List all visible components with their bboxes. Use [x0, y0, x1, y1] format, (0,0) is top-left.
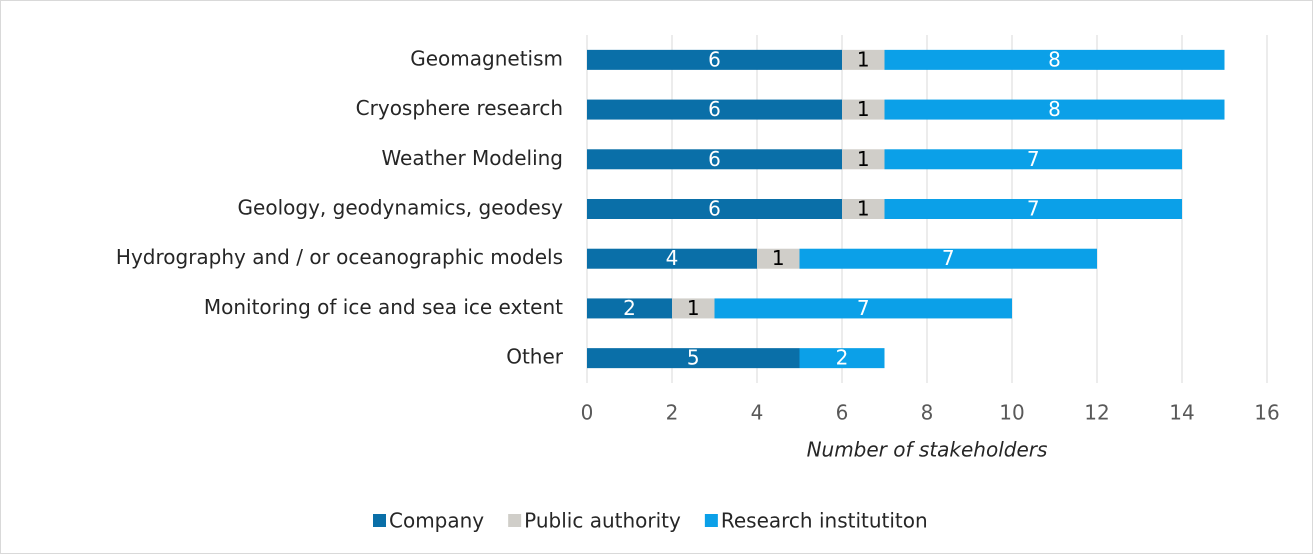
bar-segment — [799, 348, 885, 369]
value-label: 4 — [666, 246, 679, 270]
bar-segment — [587, 149, 842, 170]
y-tick-label: Geomagnetism — [410, 46, 563, 70]
bar-segment — [884, 99, 1225, 120]
value-label: 8 — [1048, 97, 1061, 121]
x-tick-label: 6 — [836, 401, 849, 425]
x-tick-label: 16 — [1254, 401, 1279, 425]
value-label: 1 — [857, 97, 870, 121]
bar-segment — [757, 248, 800, 269]
y-tick-label: Cryosphere research — [356, 96, 563, 120]
x-tick-label: 12 — [1084, 401, 1109, 425]
bar-segment — [587, 248, 757, 269]
bar-segment — [842, 149, 885, 170]
bar-segment — [672, 298, 715, 319]
y-tick-label: Other — [506, 345, 564, 369]
value-label: 6 — [708, 97, 721, 121]
bar-segment — [714, 298, 1012, 319]
bar-segment — [799, 248, 1097, 269]
bar-segment — [587, 199, 842, 219]
legend-label: Research institutiton — [721, 509, 928, 533]
value-label: 1 — [857, 197, 870, 221]
value-label: 7 — [857, 296, 870, 320]
bar-segment — [587, 298, 672, 319]
value-label: 6 — [708, 147, 721, 171]
bar-segment — [884, 149, 1182, 170]
x-tick-label: 0 — [581, 401, 594, 425]
x-tick-label: 4 — [751, 401, 764, 425]
x-tick-label: 14 — [1169, 401, 1194, 425]
x-tick-label: 2 — [666, 401, 679, 425]
value-label: 7 — [1027, 197, 1040, 221]
value-label: 1 — [772, 246, 785, 270]
legend-swatch — [508, 514, 522, 527]
value-label: 7 — [1027, 147, 1040, 171]
legend-label: Public authority — [524, 509, 681, 533]
x-tick-label: 8 — [921, 401, 934, 425]
bar-segment — [587, 49, 842, 70]
value-label: 6 — [708, 197, 721, 221]
y-tick-label: Monitoring of ice and sea ice extent — [204, 295, 563, 319]
bar-segment — [884, 49, 1225, 70]
y-tick-label: Geology, geodynamics, geodesy — [238, 196, 564, 220]
bar-segment — [842, 199, 885, 219]
legend-swatch — [704, 514, 718, 527]
value-label: 2 — [836, 346, 849, 370]
x-tick-label: 10 — [999, 401, 1024, 425]
value-label: 8 — [1048, 47, 1061, 71]
value-label: 2 — [623, 296, 636, 320]
legend-swatch — [373, 514, 386, 527]
bar-segment — [842, 49, 885, 70]
value-label: 5 — [687, 346, 700, 370]
legend-label: Company — [389, 509, 484, 533]
bar-segment — [587, 348, 800, 369]
value-label: 1 — [857, 147, 870, 171]
value-label: 7 — [942, 246, 955, 270]
value-label: 1 — [857, 47, 870, 71]
value-label: 1 — [687, 296, 700, 320]
y-tick-label: Hydrography and / or oceanographic model… — [116, 245, 563, 269]
bar-segment — [587, 99, 842, 120]
x-axis-title: Number of stakeholders — [807, 438, 1048, 462]
y-tick-label: Weather Modeling — [381, 146, 563, 170]
bar-segment — [842, 99, 885, 120]
value-label: 6 — [708, 47, 721, 71]
bar-segment — [884, 199, 1182, 219]
